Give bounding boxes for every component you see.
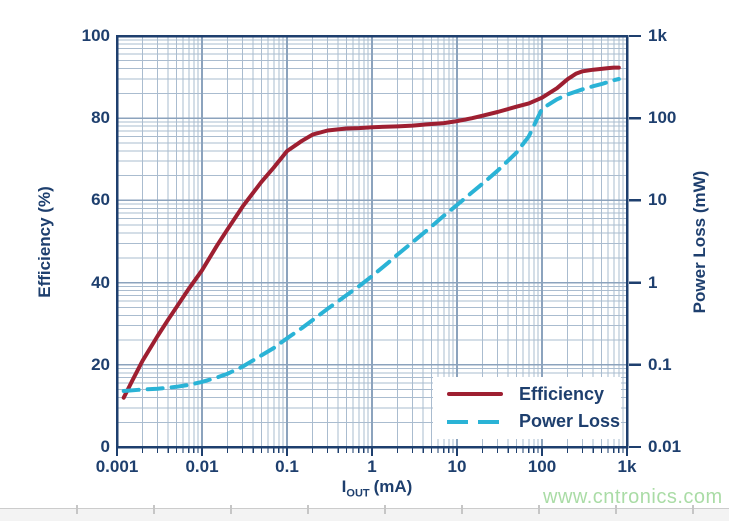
x-axis-title-unit: (mA): [373, 477, 413, 496]
left-axis-title: Efficiency (%): [35, 186, 54, 298]
left-tick-label: 80: [91, 108, 110, 128]
x-tick-label: 0.1: [275, 457, 299, 476]
x-tick-label: 10: [447, 457, 467, 476]
x-tick-label: 100: [527, 457, 557, 476]
right-tick-label: 10: [648, 190, 667, 210]
plot-border: [115, 34, 629, 449]
left-tick-label: 0: [100, 437, 110, 456]
efficiency-curve: [121, 65, 621, 400]
power-loss-line-swatch: [447, 419, 503, 424]
x-axis-tick-marks: [116, 447, 628, 456]
legend-entry-power-loss: Power Loss: [447, 411, 621, 432]
x-tick-label: 0.01: [185, 457, 219, 476]
x-tick-label: 0.001: [95, 457, 139, 476]
page-bottom-strip: [0, 505, 729, 521]
x-axis-title-symbol: I: [341, 477, 347, 496]
right-tick-label: 100: [648, 108, 677, 128]
x-tick-label: 1k: [617, 457, 637, 476]
right-tick-label: 1k: [648, 26, 667, 45]
legend-label-efficiency: Efficiency: [519, 383, 605, 404]
right-tick-label: 1: [648, 272, 658, 292]
right-tick-label: 0.01: [648, 437, 682, 456]
right-axis-title: Power Loss (mW): [690, 170, 709, 314]
legend-label-power-loss: Power Loss: [519, 411, 621, 432]
right-axis-tick-marks: [629, 34, 641, 449]
page-bottom-strip-ticks: [0, 505, 729, 514]
right-tick-label: 0.1: [648, 354, 672, 374]
efficiency-line-swatch: [447, 392, 503, 397]
watermark: www.cntronics.com: [543, 486, 723, 508]
left-tick-label: 100: [81, 26, 110, 45]
left-tick-label: 60: [91, 190, 110, 210]
x-axis-title-subscript: OUT: [346, 487, 370, 500]
left-tick-label: 20: [91, 354, 110, 374]
power-loss-curve: [121, 77, 621, 393]
x-tick-label: 1: [367, 457, 377, 476]
legend: Efficiency Power Loss: [433, 377, 621, 439]
x-axis-title: IOUT (mA): [342, 477, 413, 499]
left-tick-label: 40: [91, 272, 110, 292]
legend-entry-efficiency: Efficiency: [447, 384, 621, 405]
